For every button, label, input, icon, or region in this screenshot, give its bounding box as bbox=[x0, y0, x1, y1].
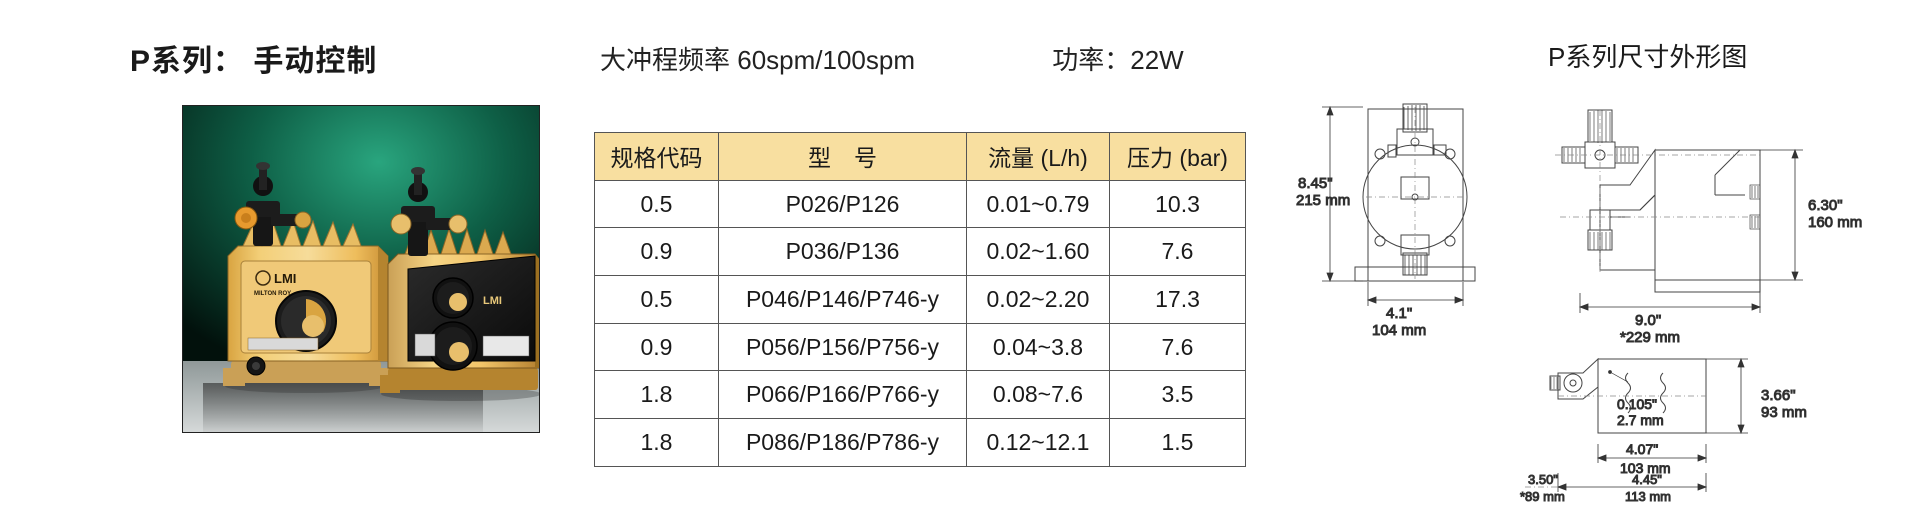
svg-text:LMI: LMI bbox=[274, 271, 296, 286]
svg-text:3.66": 3.66" bbox=[1761, 387, 1796, 404]
svg-text:0.105": 0.105" bbox=[1617, 396, 1657, 412]
svg-text:113 mm: 113 mm bbox=[1625, 489, 1671, 504]
svg-text:*229 mm: *229 mm bbox=[1620, 329, 1680, 346]
svg-text:3.50": 3.50" bbox=[1528, 472, 1558, 487]
svg-text:104 mm: 104 mm bbox=[1372, 322, 1426, 339]
svg-text:6.30": 6.30" bbox=[1808, 197, 1843, 214]
svg-text:9.0": 9.0" bbox=[1635, 312, 1661, 329]
svg-text:4.45": 4.45" bbox=[1632, 472, 1662, 487]
svg-text:LMI: LMI bbox=[483, 295, 502, 307]
svg-text:160 mm: 160 mm bbox=[1808, 214, 1862, 231]
svg-text:215 mm: 215 mm bbox=[1296, 192, 1350, 209]
svg-text:93 mm: 93 mm bbox=[1761, 404, 1807, 421]
svg-text:*89 mm: *89 mm bbox=[1520, 489, 1565, 504]
svg-text:4.1": 4.1" bbox=[1386, 305, 1412, 322]
svg-text:2.7 mm: 2.7 mm bbox=[1617, 412, 1664, 428]
svg-text:MILTON ROY: MILTON ROY bbox=[254, 291, 291, 297]
svg-text:4.07": 4.07" bbox=[1626, 441, 1658, 457]
svg-text:8.45": 8.45" bbox=[1298, 175, 1333, 192]
